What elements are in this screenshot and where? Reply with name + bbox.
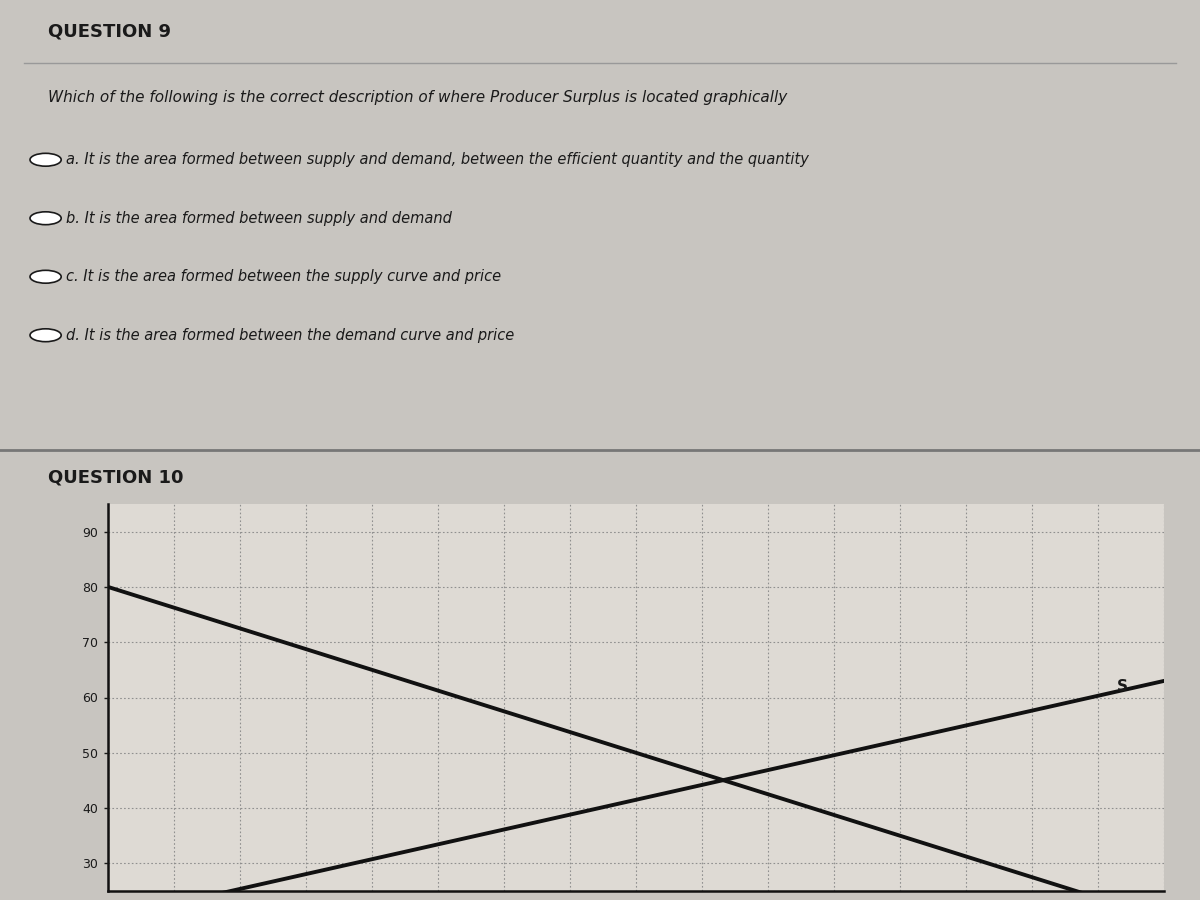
Text: d. It is the area formed between the demand curve and price: d. It is the area formed between the dem… — [66, 328, 515, 343]
Text: QUESTION 10: QUESTION 10 — [48, 469, 184, 487]
Text: c. It is the area formed between the supply curve and price: c. It is the area formed between the sup… — [66, 269, 502, 284]
Ellipse shape — [30, 212, 61, 225]
Text: S: S — [1116, 679, 1128, 694]
Text: Which of the following is the correct description of where Producer Surplus is l: Which of the following is the correct de… — [48, 90, 787, 105]
Text: a. It is the area formed between supply and demand, between the efficient quanti: a. It is the area formed between supply … — [66, 152, 809, 167]
Text: QUESTION 9: QUESTION 9 — [48, 22, 172, 40]
Ellipse shape — [30, 328, 61, 342]
Text: b. It is the area formed between supply and demand: b. It is the area formed between supply … — [66, 211, 452, 226]
Ellipse shape — [30, 270, 61, 284]
Ellipse shape — [30, 153, 61, 166]
